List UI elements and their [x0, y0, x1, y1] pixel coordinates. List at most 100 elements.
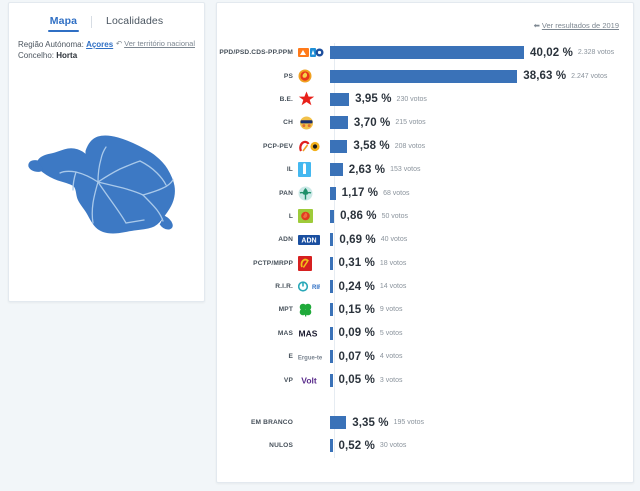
party-vote-count: 50 votos — [381, 212, 409, 220]
region-label: Região Autónoma: — [18, 40, 84, 49]
summary-bar — [330, 416, 347, 430]
svg-text:Ergue-te: Ergue-te — [298, 355, 322, 361]
national-link-label: Ver território nacional — [124, 39, 195, 48]
party-label: PCP-PEV — [263, 142, 293, 150]
party-result-row[interactable]: L 0,86 % 50 votos — [217, 205, 633, 228]
pcp-pev-logo — [297, 139, 330, 154]
svg-text:ADN: ADN — [301, 237, 316, 244]
tab-localidades[interactable]: Localidades — [92, 13, 177, 32]
il-logo — [297, 162, 330, 178]
prev-results-label: Ver resultados de 2019 — [541, 21, 619, 30]
party-result-row[interactable]: PCP-PEV 3,58 % 208 votos — [217, 135, 633, 158]
region-line: Região Autónoma: Açores — [18, 39, 195, 50]
party-percentage: 1,17 % — [341, 187, 379, 200]
party-result-row[interactable]: E Ergue-te 0,07 % 4 votos — [217, 345, 633, 368]
party-result-row[interactable]: ADN ADN 0,69 % 40 votos — [217, 228, 633, 251]
view-2019-results-link[interactable]: ⬅ Ver resultados de 2019 — [534, 21, 619, 30]
summary-label: EM BRANCO — [250, 419, 293, 427]
party-result-row[interactable]: MAS MAS 0,09 % 5 votos — [217, 322, 633, 345]
party-label: MAS — [277, 329, 293, 337]
party-result-row[interactable]: PS 38,63 % 2.247 votos — [217, 64, 633, 87]
party-label: PS — [283, 72, 293, 80]
ps-rose-logo — [297, 69, 330, 84]
party-vote-count: 153 votos — [390, 166, 421, 174]
chart-rows: PPD/PSD.CDS-PP.PPM 40,02 % 2.328 votos PS 38… — [217, 41, 633, 458]
party-vote-count: 14 votos — [379, 283, 407, 291]
psd-cds-ppm-logo — [297, 45, 330, 60]
tab-mapa-label: Mapa — [49, 14, 78, 27]
party-percentage: 0,07 % — [338, 350, 375, 363]
party-percentage: 38,63 % — [523, 70, 567, 83]
party-percentage: 0,15 % — [338, 303, 375, 316]
party-label: PAN — [279, 189, 293, 197]
summary-percentage: 3,35 % — [352, 416, 389, 429]
summary-result-row[interactable]: EM BRANCO 3,35 % 195 votos — [217, 411, 633, 434]
svg-text:MAS: MAS — [299, 328, 318, 338]
region-value-link[interactable]: Açores — [86, 40, 114, 49]
party-vote-count: 2.247 votos — [571, 72, 608, 80]
party-result-row[interactable]: R.I.R. RIR 0,24 % 14 votos — [217, 275, 633, 298]
party-label: E — [288, 353, 293, 361]
results-panel: ⬅ Ver resultados de 2019 PPD/PSD.CDS-PP.P… — [216, 2, 634, 483]
tab-divider — [91, 16, 93, 28]
party-label: R.I.R. — [275, 283, 293, 291]
party-result-row[interactable]: PAN 1,17 % 68 votos — [217, 181, 633, 204]
map-container[interactable] — [9, 69, 204, 297]
party-label: PCTP/MRPP — [253, 259, 293, 267]
party-bar — [330, 46, 524, 60]
summary-label: NULOS — [269, 442, 293, 450]
left-arrow-icon: ⬅ — [533, 21, 540, 30]
party-bar — [330, 163, 343, 177]
ergue-te-logo: Ergue-te — [297, 349, 330, 364]
party-label: ADN — [278, 236, 293, 244]
map-panel: Mapa Localidades Região Autónoma: Açores… — [8, 2, 205, 302]
party-percentage: 0,05 % — [338, 374, 375, 387]
party-result-row[interactable]: PPD/PSD.CDS-PP.PPM 40,02 % 2.328 votos — [217, 41, 633, 64]
view-national-territory-link[interactable]: ↶ Ver território nacional — [116, 39, 195, 48]
faial-island-map[interactable] — [24, 116, 189, 251]
chart-axis-line — [334, 43, 335, 458]
pctp-mrpp-logo — [297, 255, 330, 271]
undo-icon: ↶ — [115, 39, 123, 48]
party-result-row[interactable]: IL 2,63 % 153 votos — [217, 158, 633, 181]
party-label: L — [288, 212, 293, 220]
svg-text:RIR: RIR — [312, 285, 320, 291]
party-vote-count: 18 votos — [379, 259, 407, 267]
party-label: MPT — [278, 306, 293, 314]
summary-result-row[interactable]: NULOS 0,52 % 30 votos — [217, 434, 633, 457]
party-vote-count: 9 votos — [379, 306, 403, 314]
tab-localidades-label: Localidades — [106, 14, 164, 27]
party-percentage: 0,69 % — [339, 233, 376, 246]
tab-mapa[interactable]: Mapa — [36, 13, 91, 32]
party-vote-count: 230 votos — [396, 95, 427, 103]
party-bar — [330, 186, 336, 200]
party-result-row[interactable]: PCTP/MRPP 0,31 % 18 votos — [217, 252, 633, 275]
party-label: B.E. — [279, 95, 293, 103]
adn-logo: ADN — [297, 232, 330, 247]
party-result-row[interactable]: CH 3,70 % 215 votos — [217, 111, 633, 134]
mas-logo: MAS — [297, 326, 330, 341]
party-vote-count: 4 votos — [379, 353, 403, 361]
party-label: IL — [286, 166, 293, 174]
summary-percentage: 0,52 % — [338, 439, 375, 452]
party-vote-count: 68 votos — [383, 189, 410, 197]
panel-tabs: Mapa Localidades — [9, 3, 204, 33]
party-result-row[interactable]: MPT 0,15 % 9 votos — [217, 298, 633, 321]
summary-bar — [330, 439, 333, 453]
party-vote-count: 5 votos — [379, 329, 403, 337]
party-bar — [330, 326, 333, 340]
party-percentage: 3,70 % — [353, 116, 391, 129]
party-percentage: 0,86 % — [340, 210, 377, 223]
party-label: VP — [283, 376, 293, 384]
be-star-logo — [297, 91, 330, 107]
party-results-bar-chart: PPD/PSD.CDS-PP.PPM 40,02 % 2.328 votos PS 38… — [217, 41, 633, 481]
rir-logo: RIR — [297, 279, 330, 294]
chega-logo — [297, 115, 330, 130]
party-percentage: 3,95 % — [355, 93, 392, 106]
party-result-row[interactable]: B.E. 3,95 % 230 votos — [217, 88, 633, 111]
party-bar — [330, 303, 333, 317]
party-percentage: 0,31 % — [338, 257, 375, 270]
party-percentage: 40,02 % — [530, 46, 573, 59]
party-result-row[interactable]: VP Volt 0,05 % 3 votos — [217, 368, 633, 391]
summary-logo-placeholder — [297, 415, 330, 430]
